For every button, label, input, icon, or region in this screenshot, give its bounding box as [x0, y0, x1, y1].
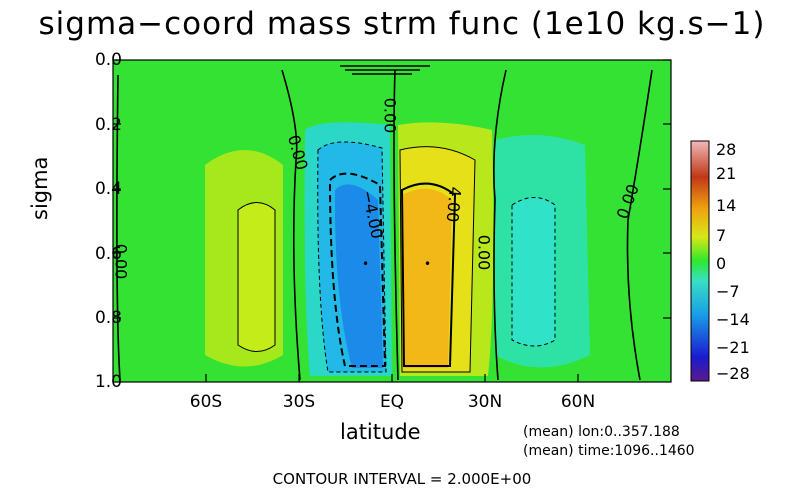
- x-tick-label: 30N: [467, 392, 503, 412]
- cell-positive-tropic-core: [402, 188, 452, 368]
- contour-pos-south: [237, 202, 276, 352]
- colorbar-tick-label: 0: [716, 254, 727, 273]
- contour-label: 0.00: [380, 97, 400, 134]
- colorbar-tick-label: 21: [716, 164, 737, 183]
- svg-text:•: •: [424, 257, 431, 271]
- y-tick-label: 0.2: [94, 115, 122, 135]
- contour-pos-4: [400, 182, 457, 367]
- chart-title: sigma−coord mass strm func (1e10 kg.s−1): [38, 6, 766, 42]
- y-axis-label: sigma: [28, 156, 52, 220]
- mean-time-note: (mean) time:1096..1460: [523, 443, 695, 459]
- colorbar-tick-label: −14: [716, 310, 750, 329]
- y-tick-label: 0.4: [94, 179, 122, 199]
- y-tick-label: 0.8: [94, 308, 122, 328]
- x-axis-label: latitude: [340, 420, 421, 444]
- zero-contour-equator: [393, 69, 399, 381]
- x-tick-label: 60N: [560, 392, 596, 412]
- y-tick-label: 0.0: [94, 50, 122, 70]
- zero-contour-mid-south: [281, 69, 301, 381]
- zero-contour-south: [116, 74, 121, 381]
- colorbar: [690, 140, 710, 382]
- svg-text:•: •: [362, 257, 369, 271]
- colorbar-tick-label: −28: [716, 364, 750, 383]
- colorbar-tick-label: −7: [716, 282, 740, 301]
- contour-neg-tropic-outer: [317, 141, 387, 373]
- contour-neg-4: [328, 172, 387, 367]
- contour-pos-tropic-outer: [399, 146, 476, 373]
- x-tick-label: EQ: [379, 392, 405, 412]
- mean-lon-note: (mean) lon:0..357.188: [523, 424, 680, 440]
- colorbar-tick-label: 28: [716, 140, 737, 159]
- x-tick-label: 60S: [189, 392, 223, 412]
- contour-interval: CONTOUR INTERVAL = 2.000E+00: [272, 470, 532, 488]
- zero-contour-north: [626, 69, 653, 381]
- zero-contour-mid-north: [493, 69, 507, 381]
- x-tick-label: 30S: [282, 392, 316, 412]
- contour-neg-north: [511, 197, 556, 347]
- y-tick-label: 0.6: [94, 244, 122, 264]
- cell-negative-tropic-core: [334, 184, 383, 368]
- cell-negative-north-inner: [512, 197, 555, 346]
- colorbar-tick-label: 7: [716, 226, 727, 245]
- contour-label: 0.00: [474, 234, 494, 271]
- cell-positive-south-inner: [238, 202, 275, 352]
- y-tick-label: 1.0: [94, 372, 122, 392]
- colorbar-tick-label: −21: [716, 338, 750, 357]
- contour-label: 4.00: [442, 185, 465, 224]
- colorbar-tick-label: 14: [716, 196, 737, 215]
